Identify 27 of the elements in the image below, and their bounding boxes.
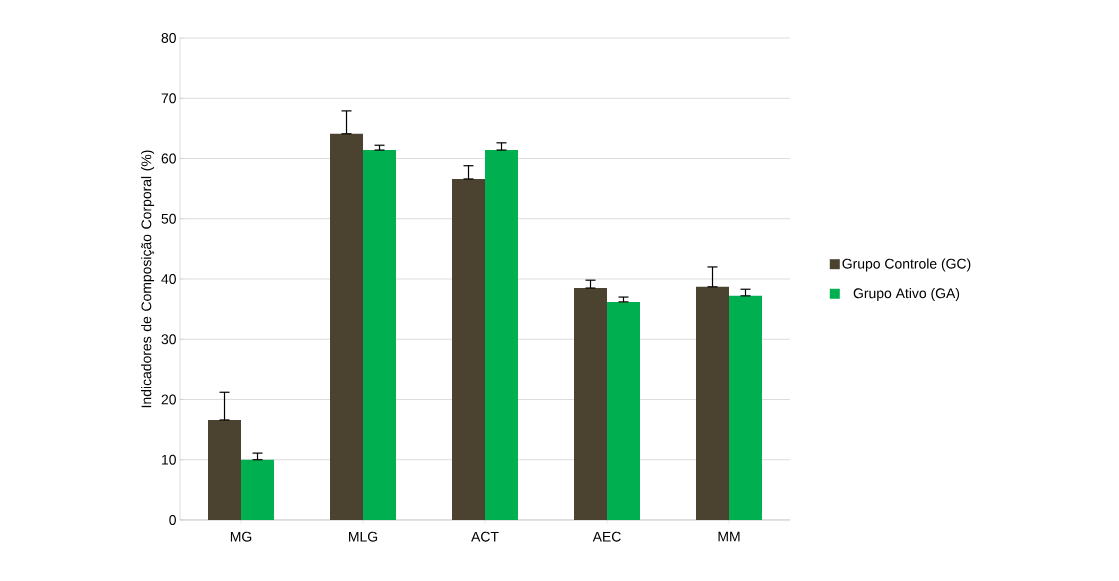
y-tick-label: 30 (161, 334, 176, 345)
bar (241, 459, 275, 520)
y-tick-label: 40 (161, 274, 176, 284)
x-tick-label: MLG (349, 531, 378, 542)
bar (574, 288, 608, 520)
y-tick-label: 0 (169, 515, 176, 525)
y-tick-label: 20 (161, 394, 176, 405)
x-tick-label: AEC (592, 531, 621, 542)
bar (208, 419, 242, 520)
y-tick-label: 50 (161, 213, 176, 224)
x-tick-label: MG (230, 531, 252, 542)
y-axis-title: Indicadores de Composição Corporal (%) (141, 150, 155, 408)
bar (485, 150, 519, 520)
y-tick-label: 80 (161, 33, 176, 43)
bar (452, 178, 486, 520)
bar (696, 286, 730, 520)
legend-label: Grupo Controle (GC) (842, 258, 971, 272)
bar (607, 301, 641, 520)
x-tick-label: MM (718, 531, 740, 542)
bar (363, 150, 397, 520)
bar (729, 295, 763, 520)
y-tick-label: 60 (161, 153, 176, 164)
legend-label: Grupo Ativo (GA) (853, 287, 960, 301)
bar (330, 133, 364, 520)
y-tick-label: 70 (161, 93, 176, 104)
y-tick-label: 10 (162, 454, 176, 465)
x-tick-label: ACT (471, 531, 499, 542)
